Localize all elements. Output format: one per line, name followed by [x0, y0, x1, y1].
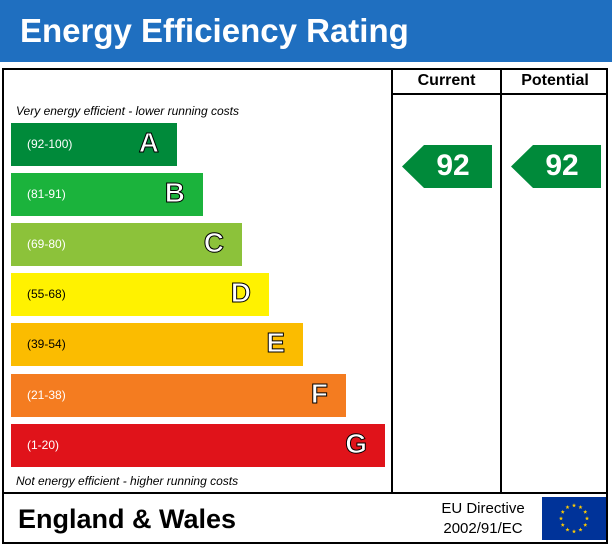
- band-letter: E: [266, 327, 286, 359]
- band-range-label: (55-68): [27, 287, 66, 301]
- potential-rating-pointer: 92: [511, 145, 601, 188]
- current-arrow-shape: [402, 145, 492, 188]
- band-letter: G: [345, 428, 368, 460]
- directive-line-1: EU Directive: [441, 500, 525, 517]
- band-letter: F: [310, 378, 328, 410]
- eu-star-icon: [578, 527, 583, 532]
- rating-band-g: (1-20) G: [11, 424, 385, 467]
- divider-left: [391, 68, 393, 494]
- rating-band-e: (39-54) E: [11, 323, 303, 366]
- footer-divider: [2, 492, 608, 494]
- eu-star-icon: [558, 516, 564, 521]
- current-rating-value: 92: [436, 149, 470, 182]
- eu-star-icon: [560, 522, 565, 527]
- eu-star-icon: [565, 527, 570, 532]
- rating-band-a: (92-100) A: [11, 123, 177, 166]
- header-underline: [391, 93, 608, 95]
- rating-band-c: (69-80) C: [11, 223, 242, 266]
- eu-star-icon: [560, 509, 565, 514]
- eu-star-icon: [583, 509, 588, 514]
- band-letter: A: [138, 127, 159, 159]
- eu-flag-icon: [542, 497, 606, 540]
- eu-star-icon: [584, 516, 590, 521]
- potential-rating-value: 92: [545, 149, 579, 182]
- divider-right: [500, 68, 502, 494]
- rating-band-d: (55-68) D: [11, 273, 269, 316]
- note-efficient: Very energy efficient - lower running co…: [16, 104, 239, 118]
- directive-line-2: 2002/91/EC: [443, 520, 523, 537]
- band-range-label: (39-54): [27, 337, 66, 351]
- eu-star-icon: [571, 529, 577, 534]
- header-bar: Energy Efficiency Rating: [0, 0, 612, 62]
- rating-band-f: (21-38) F: [11, 374, 346, 417]
- note-inefficient: Not energy efficient - higher running co…: [16, 474, 239, 488]
- region-label: England & Wales: [18, 504, 237, 534]
- band-range-label: (92-100): [27, 137, 73, 151]
- potential-arrow-shape: [511, 145, 601, 188]
- band-range-label: (1-20): [27, 438, 60, 452]
- band-range-label: (81-91): [27, 187, 66, 201]
- band-range-label: (21-38): [27, 388, 66, 402]
- band-letter: C: [203, 227, 224, 259]
- column-header-current: Current: [417, 72, 476, 89]
- band-letter: D: [230, 277, 251, 309]
- rating-frame: [2, 68, 608, 544]
- eu-star-icon: [583, 522, 588, 527]
- rating-band-b: (81-91) B: [11, 173, 203, 216]
- band-letter: B: [164, 177, 185, 209]
- eu-star-icon: [571, 503, 577, 508]
- current-rating-pointer: 92: [402, 145, 492, 188]
- eu-star-icon: [578, 505, 583, 510]
- column-header-potential: Potential: [521, 72, 589, 89]
- eu-star-icon: [565, 505, 570, 510]
- band-range-label: (69-80): [27, 237, 66, 251]
- page-title: Energy Efficiency Rating: [20, 12, 409, 49]
